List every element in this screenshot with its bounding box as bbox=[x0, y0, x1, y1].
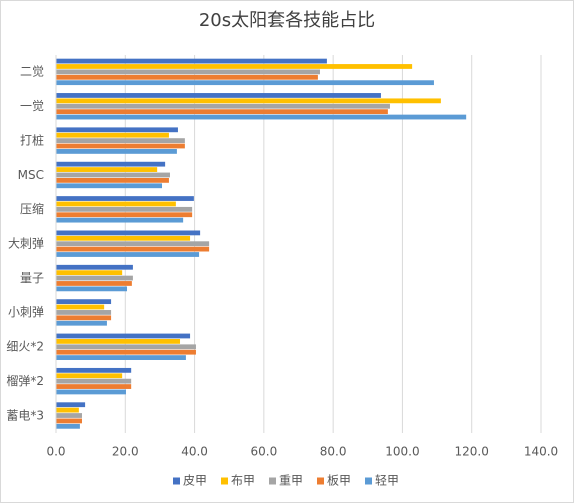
bar bbox=[56, 196, 194, 201]
bar bbox=[56, 206, 193, 212]
bar bbox=[56, 378, 132, 384]
bar bbox=[56, 252, 200, 257]
bar bbox=[56, 114, 467, 120]
bar bbox=[56, 80, 434, 86]
bar bbox=[56, 320, 107, 326]
bar bbox=[56, 201, 176, 207]
bar bbox=[56, 109, 388, 115]
bar bbox=[56, 304, 105, 310]
bar bbox=[56, 418, 82, 424]
y-tick-label: 二觉 bbox=[20, 65, 44, 79]
legend-swatch bbox=[221, 477, 228, 485]
y-tick-label: 一觉 bbox=[20, 99, 44, 113]
bar bbox=[56, 64, 413, 69]
bar bbox=[56, 315, 112, 321]
bar bbox=[56, 149, 177, 154]
bar bbox=[56, 413, 82, 418]
legend-swatch bbox=[317, 477, 324, 485]
bar bbox=[56, 127, 178, 133]
legend-swatch bbox=[365, 477, 372, 485]
x-tick-label: 0.0 bbox=[46, 445, 65, 459]
bar bbox=[56, 384, 132, 389]
bar bbox=[56, 167, 158, 172]
y-tick-label: 蓄电*3 bbox=[6, 408, 44, 422]
bar bbox=[56, 183, 163, 189]
x-tick-label: 40.0 bbox=[181, 445, 208, 459]
legend-label: 板甲 bbox=[327, 474, 351, 488]
bar bbox=[56, 217, 184, 223]
bar bbox=[56, 93, 381, 98]
bar bbox=[56, 349, 196, 355]
bar bbox=[56, 74, 318, 80]
bar bbox=[56, 246, 210, 252]
bar bbox=[56, 69, 320, 75]
bar bbox=[56, 270, 123, 276]
x-tick-label: 60.0 bbox=[250, 445, 277, 459]
bar bbox=[56, 344, 196, 350]
x-tick-label: 140.0 bbox=[524, 445, 558, 459]
bar bbox=[56, 407, 79, 413]
bar bbox=[56, 138, 185, 144]
chart-title: 20s太阳套各技能占比 bbox=[199, 10, 375, 31]
bar bbox=[56, 310, 112, 315]
bar bbox=[56, 177, 169, 183]
bar bbox=[56, 338, 181, 344]
legend-label: 布甲 bbox=[231, 474, 255, 488]
bar bbox=[56, 235, 191, 241]
bar bbox=[56, 172, 170, 178]
bar bbox=[56, 98, 441, 104]
bar bbox=[56, 58, 327, 64]
x-tick-label: 80.0 bbox=[320, 445, 347, 459]
bar bbox=[56, 281, 132, 286]
bar bbox=[56, 299, 112, 305]
bar bbox=[56, 275, 133, 281]
bar bbox=[56, 367, 132, 373]
bar bbox=[56, 161, 166, 167]
legend-swatch bbox=[173, 477, 180, 485]
bar bbox=[56, 132, 169, 138]
y-tick-label: 压缩 bbox=[20, 201, 44, 216]
y-tick-label: 量子 bbox=[20, 271, 44, 285]
legend-label: 轻甲 bbox=[375, 474, 399, 488]
bar bbox=[56, 423, 80, 429]
x-tick-label: 100.0 bbox=[385, 445, 419, 459]
bar bbox=[56, 286, 128, 292]
bar bbox=[56, 389, 126, 395]
legend-label: 重甲 bbox=[279, 474, 303, 488]
bar bbox=[56, 333, 191, 339]
legend-label: 皮甲 bbox=[183, 474, 207, 488]
y-tick-label: 大刺弹 bbox=[8, 237, 44, 251]
y-tick-label: MSC bbox=[18, 168, 44, 182]
bar bbox=[56, 212, 193, 218]
y-tick-label: 榴弹*2 bbox=[6, 374, 44, 388]
legend-swatch bbox=[269, 477, 276, 485]
y-tick-label: 细火*2 bbox=[6, 340, 44, 354]
bar bbox=[56, 241, 210, 247]
bar bbox=[56, 103, 390, 109]
bar bbox=[56, 355, 186, 360]
x-tick-label: 20.0 bbox=[112, 445, 139, 459]
x-tick-label: 120.0 bbox=[455, 445, 489, 459]
bar bbox=[56, 373, 123, 379]
bar bbox=[56, 230, 201, 236]
y-tick-label: 小刺弹 bbox=[8, 305, 44, 319]
bar bbox=[56, 143, 185, 149]
bar bbox=[56, 402, 86, 408]
bar bbox=[56, 264, 133, 270]
y-tick-label: 打桩 bbox=[20, 132, 44, 147]
